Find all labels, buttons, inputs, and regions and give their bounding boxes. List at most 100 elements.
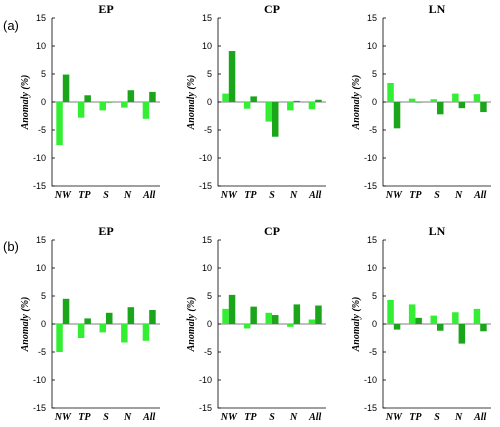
y-tick-label: 10 <box>367 263 377 273</box>
x-category-label: TP <box>244 190 257 201</box>
y-tick-label: -15 <box>199 181 212 191</box>
bar-s-series-1 <box>99 324 106 333</box>
bar-tp-series-2 <box>84 95 91 102</box>
bar-all-series-1 <box>142 102 150 119</box>
y-tick-label: -15 <box>364 403 377 413</box>
chart-title: EP <box>98 224 113 238</box>
bar-tp-series-2 <box>415 102 422 103</box>
bar-nw-series-2 <box>62 298 70 324</box>
bar-all-series-2 <box>315 305 322 324</box>
y-tick-label: 10 <box>202 263 212 273</box>
chart-panel-1: -15 -10 -5 0 5 10 15 EP Anomaly (%) NW TP S N All <box>20 2 160 201</box>
bar-s-series-2 <box>106 102 113 103</box>
bar-nw-series-2 <box>393 102 401 129</box>
y-tick-label: 10 <box>202 41 212 51</box>
chart-panel-4: -15 -10 -5 0 5 10 15 EP Anomaly (%) NW TP S N All <box>20 224 160 423</box>
x-category-label: TP <box>78 412 91 423</box>
chart-panel-2: -15 -10 -5 0 5 10 15 CP Anomaly (%) NW TP S N All <box>186 2 326 201</box>
bar-nw-series-2 <box>393 324 401 330</box>
bar-tp-series-2 <box>415 317 422 324</box>
bar-n-series-1 <box>121 324 128 343</box>
y-tick-label: -10 <box>33 375 46 385</box>
chart-title: EP <box>98 2 113 16</box>
bar-all-series-1 <box>142 324 150 341</box>
y-axis-label: Anomaly (%) <box>351 75 362 131</box>
y-tick-label: -5 <box>38 347 46 357</box>
x-category-label: N <box>454 190 463 201</box>
y-tick-label: -10 <box>364 375 377 385</box>
x-category-label: NW <box>385 412 403 423</box>
bar-tp-series-2 <box>250 306 257 324</box>
bar-nw-series-1 <box>222 93 229 102</box>
x-category-label: All <box>473 190 486 201</box>
bar-tp-series-1 <box>408 304 416 324</box>
x-category-label: S <box>103 190 109 201</box>
bar-n-series-1 <box>287 324 294 327</box>
y-tick-label: 5 <box>207 291 212 301</box>
y-tick-label: 15 <box>367 13 377 23</box>
x-category-label: NW <box>54 412 72 423</box>
chart-panel-3: -15 -10 -5 0 5 10 15 LN Anomaly (%) NW TP S N All <box>351 2 491 201</box>
bar-s-series-1 <box>265 312 272 324</box>
bar-s-series-2 <box>437 102 444 115</box>
y-tick-label: -15 <box>199 403 212 413</box>
x-category-label: S <box>269 190 275 201</box>
bar-all-series-2 <box>149 91 156 102</box>
panels: -15 -10 -5 0 5 10 15 EP Anomaly (%) NW TP S N All -15 -… <box>20 2 491 423</box>
bar-nw-series-1 <box>387 82 394 102</box>
chart-title: LN <box>429 224 446 238</box>
y-tick-label: 10 <box>367 41 377 51</box>
bar-s-series-2 <box>272 102 279 137</box>
chart-title: CP <box>264 224 280 238</box>
x-category-label: TP <box>409 412 422 423</box>
x-category-label: N <box>123 412 132 423</box>
bar-n-series-1 <box>287 102 294 111</box>
y-tick-label: -5 <box>38 125 46 135</box>
y-tick-label: -5 <box>204 347 212 357</box>
y-tick-label: 15 <box>36 13 46 23</box>
bar-all-series-1 <box>473 308 481 324</box>
bar-tp-series-1 <box>77 324 85 338</box>
bar-n-series-2 <box>293 304 301 324</box>
bar-s-series-2 <box>272 315 279 324</box>
y-tick-label: 10 <box>36 41 46 51</box>
bar-s-series-1 <box>99 102 106 111</box>
y-tick-label: -15 <box>33 181 46 191</box>
x-category-label: N <box>289 190 298 201</box>
bar-nw-series-1 <box>222 308 229 324</box>
x-category-label: N <box>123 190 132 201</box>
x-category-label: TP <box>409 190 422 201</box>
bar-nw-series-1 <box>387 299 394 324</box>
x-category-label: NW <box>220 412 238 423</box>
bar-nw-series-2 <box>228 294 236 324</box>
y-tick-label: -5 <box>204 125 212 135</box>
bar-nw-series-2 <box>62 74 70 102</box>
bar-tp-series-1 <box>243 324 251 329</box>
y-tick-label: -10 <box>364 153 377 163</box>
x-category-label: S <box>269 412 275 423</box>
x-category-label: NW <box>220 190 238 201</box>
bar-n-series-2 <box>458 102 466 109</box>
row-label-a: (a) <box>3 18 19 33</box>
y-tick-label: 5 <box>41 291 46 301</box>
bar-all-series-2 <box>480 324 487 332</box>
y-tick-label: -10 <box>199 153 212 163</box>
x-category-label: S <box>434 412 440 423</box>
row-label-b: (b) <box>3 239 19 254</box>
y-tick-label: 0 <box>207 319 212 329</box>
y-axis-label: Anomaly (%) <box>186 75 197 131</box>
y-tick-label: -5 <box>369 347 377 357</box>
x-category-label: N <box>289 412 298 423</box>
y-tick-label: 15 <box>367 235 377 245</box>
x-category-label: NW <box>54 190 72 201</box>
x-category-label: All <box>308 190 321 201</box>
y-tick-label: 0 <box>207 97 212 107</box>
bar-all-series-2 <box>315 99 322 102</box>
x-category-label: All <box>473 412 486 423</box>
bar-n-series-2 <box>127 307 135 324</box>
bar-s-series-2 <box>106 312 113 324</box>
y-tick-label: 5 <box>41 69 46 79</box>
y-axis-label: Anomaly (%) <box>186 297 197 353</box>
bar-s-series-1 <box>430 315 437 324</box>
